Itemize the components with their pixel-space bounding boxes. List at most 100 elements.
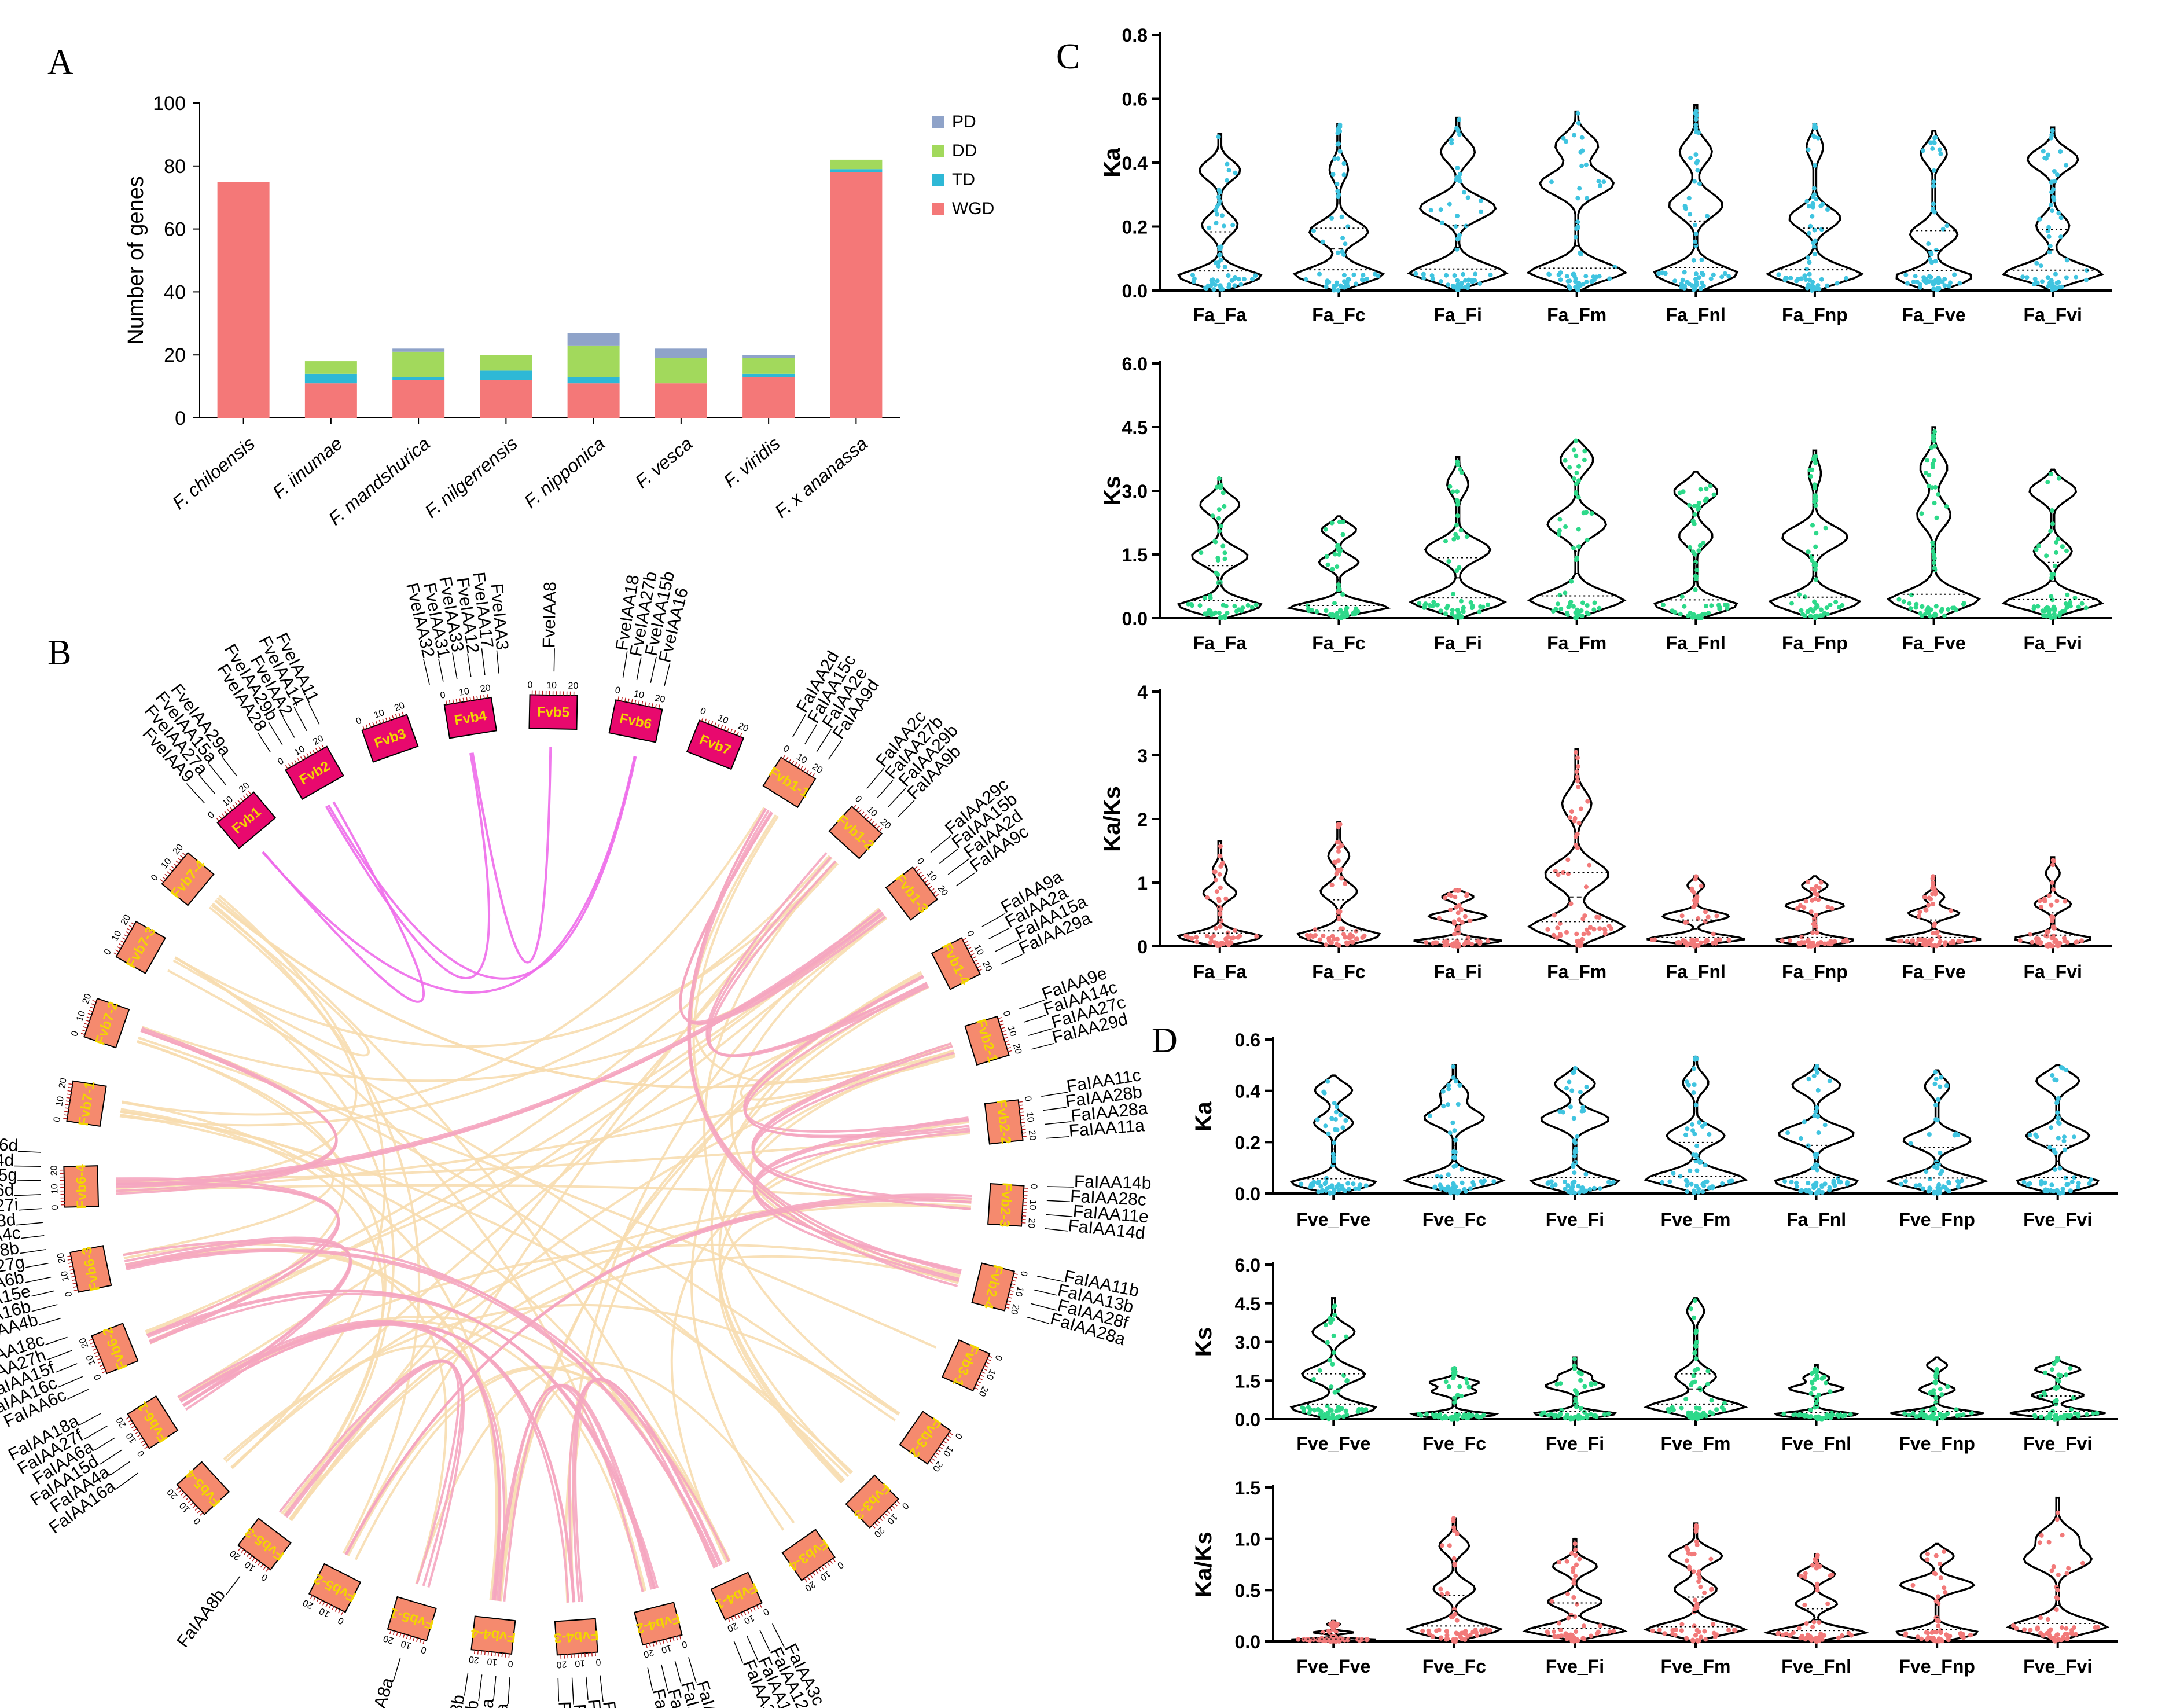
data-point (2056, 1096, 2061, 1101)
tick-mark (973, 959, 978, 963)
synteny-link (288, 1204, 971, 1520)
data-point (1929, 445, 1934, 450)
synteny-link (230, 1202, 972, 1468)
data-point (1558, 270, 1563, 276)
data-point (1336, 822, 1341, 827)
data-point (1948, 280, 1953, 285)
data-point (1933, 1379, 1938, 1384)
data-point (1597, 915, 1602, 920)
data-point (1539, 1412, 1544, 1417)
tick-mark (916, 869, 920, 872)
data-point (1671, 1170, 1676, 1176)
data-point (1336, 194, 1341, 199)
gene-leader (636, 657, 642, 681)
data-point (1572, 1363, 1577, 1368)
x-tick-label: Fve_Fm (1661, 1209, 1731, 1230)
data-point (1334, 1416, 1339, 1421)
data-point (1557, 1560, 1561, 1565)
tick-mark (309, 751, 313, 755)
tick-mark (1020, 1115, 1024, 1116)
data-point (1337, 917, 1341, 922)
tick-mark (788, 758, 792, 763)
violin-Fve_Fi (1522, 1537, 1628, 1643)
data-point (1583, 1171, 1589, 1177)
data-point (1353, 1186, 1358, 1191)
data-point (1932, 552, 1936, 557)
tick-label: 10 (487, 1656, 498, 1667)
tick-mark (894, 1503, 898, 1507)
data-point (1216, 134, 1221, 139)
data-point (1575, 831, 1580, 836)
data-point (1825, 207, 1830, 212)
data-point (1802, 594, 1807, 600)
data-point (1457, 903, 1462, 908)
data-point (1463, 278, 1468, 283)
tick-mark (824, 1564, 828, 1569)
data-point (1808, 223, 1813, 229)
tick-mark (759, 1603, 762, 1608)
data-point (1693, 1330, 1699, 1335)
tick-mark (1019, 1108, 1024, 1110)
tick-mark (176, 1486, 180, 1490)
data-point (1563, 1179, 1568, 1184)
data-point (1463, 1413, 1468, 1418)
data-point (2045, 275, 2050, 280)
data-point (1337, 519, 1342, 524)
tick-label: 0 (93, 1373, 104, 1382)
data-point (2042, 156, 2047, 160)
data-point (1609, 926, 1614, 931)
data-point (1578, 1378, 1583, 1383)
gene-leader (464, 1672, 469, 1696)
data-point (1591, 927, 1597, 932)
data-point (2055, 1356, 2060, 1361)
data-point (1194, 939, 1200, 945)
gene-leader (1019, 1000, 1045, 1009)
synteny-link (122, 1100, 498, 1600)
synteny-link (690, 986, 929, 1531)
tick-mark (87, 1013, 92, 1016)
data-point (1822, 1633, 1827, 1638)
data-point (1446, 282, 1451, 288)
data-point (1578, 251, 1583, 256)
data-point (1822, 1375, 1827, 1380)
data-point (1694, 1339, 1699, 1345)
data-point (1833, 600, 1839, 605)
chromosome-block (634, 1602, 683, 1646)
chromosome-block (608, 699, 663, 743)
data-point (1914, 1414, 1919, 1419)
tick-label: 10 (1027, 1199, 1038, 1210)
data-point (1216, 260, 1221, 265)
data-point (1450, 1376, 1455, 1380)
data-point (2046, 234, 2052, 239)
data-point (1693, 574, 1698, 579)
tick-mark (312, 750, 315, 754)
tick-label: 20 (171, 842, 186, 857)
data-point (1813, 1066, 1818, 1071)
violin-Fa_Fc (1292, 123, 1385, 292)
data-point (1684, 1558, 1689, 1563)
violin-Fa_Fnl (1646, 875, 1745, 947)
gene-label: FaIAA14b (1074, 1172, 1152, 1193)
data-point (1332, 1303, 1337, 1309)
data-point (1920, 613, 1925, 618)
gene-leader (45, 1336, 68, 1345)
data-point (1701, 284, 1706, 288)
gene-leader (733, 1641, 744, 1663)
data-point (1336, 849, 1341, 854)
chromosome-block (387, 1596, 437, 1641)
data-point (1216, 507, 1222, 512)
data-point (1722, 1401, 1727, 1406)
gene-leader (478, 1674, 483, 1702)
chromosome-label: Fvb6-4 (73, 1163, 90, 1209)
data-point (1697, 1575, 1702, 1580)
data-point (1711, 1622, 1716, 1627)
data-point (1936, 934, 1942, 939)
tick-mark (803, 767, 806, 772)
data-point (1660, 1180, 1665, 1185)
data-point (1693, 902, 1698, 908)
data-point (1710, 1185, 1715, 1191)
data-point (1693, 560, 1699, 565)
tick-label: 10 (941, 1444, 955, 1458)
data-point (1469, 1413, 1475, 1418)
data-point (1323, 1323, 1328, 1328)
